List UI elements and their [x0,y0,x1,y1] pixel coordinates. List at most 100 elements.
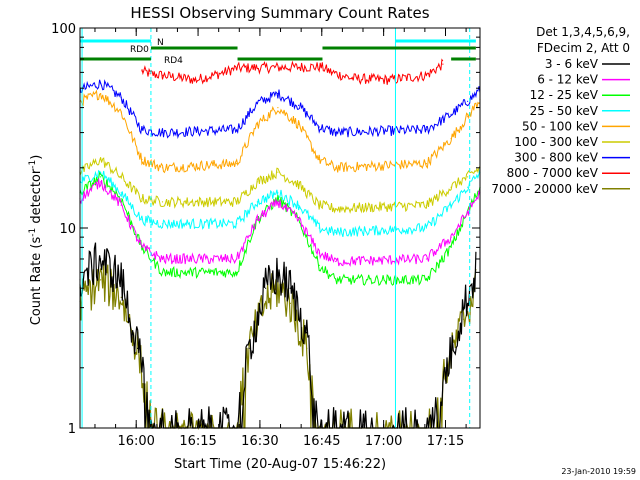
footer-timestamp: 23-Jan-2010 19:59 [561,467,636,476]
data-point-25-50-kev-9 [318,227,320,229]
data-point-50-100-kev-11 [425,163,427,165]
data-point-800-7000-kev-3 [194,79,197,81]
series-line-50-100-kev [79,89,481,174]
series-300-800-kev [79,79,481,139]
data-point-6-12-kev-3 [141,246,143,248]
legend-label: 25 - 50 keV [530,104,599,118]
data-point-300-800-kev-1 [100,82,102,84]
legend-entry-50-100-kev: 50 - 100 keV [522,119,630,133]
data-point-800-7000-kev-9 [388,79,390,81]
status-label-rd4: RD4 [164,56,183,66]
data-point-800-7000-kev-7 [330,71,333,73]
legend-entry-6-12-kev: 6 - 12 keV [537,73,630,87]
data-point-800-7000-kev-10 [425,74,427,76]
data-point-7000-20000-kev-7 [265,300,267,302]
data-point-50-100-kev-13 [467,116,469,118]
data-point-300-800-kev-3 [141,129,143,131]
series-line-300-800-kev [79,79,481,139]
data-point-6-12-kev-10 [335,260,337,263]
legend-entry-7000-20000-kev: 7000 - 20000 keV [491,182,630,196]
data-point-3-6-kev-9 [289,287,291,289]
data-point-12-25-kev-5 [236,271,238,273]
series-line-100-300-kev [79,157,481,214]
data-point-12-25-kev-9 [318,264,320,266]
data-point-300-800-kev-12 [450,113,452,115]
data-point-12-25-kev-7 [277,198,279,200]
data-point-6-12-kev-7 [277,201,279,203]
data-point-12-25-kev-2 [120,198,122,200]
data-point-100-300-kev-10 [335,208,337,210]
legend: Det 1,3,4,5,6,9, FDecim 2, Att 0 3 - 6 k… [491,25,630,196]
data-point-100-300-kev-1 [100,158,102,161]
data-point-300-800-kev-4 [161,132,164,134]
status-bar-n: N [80,38,476,48]
data-point-25-50-kev-5 [236,223,238,225]
legend-entry-300-800-kev: 300 - 800 keV [514,151,630,165]
y-axis-label-sup1: -1 [28,228,38,237]
data-point-50-100-kev-2 [120,111,122,113]
series-line-800-7000-kev [141,58,444,86]
data-point-3-6-kev-8 [277,274,279,276]
data-point-3-6-kev-3 [137,347,139,349]
data-point-3-6-kev-14 [446,367,448,369]
data-point-50-100-kev-9 [318,158,320,161]
data-point-25-50-kev-11 [425,227,427,229]
legend-entry-100-300-kev: 100 - 300 keV [514,135,630,149]
data-point-3-6-kev-15 [462,307,465,309]
data-point-50-100-kev-4 [161,167,164,169]
data-point-50-100-kev-3 [141,158,143,161]
legend-entry-800-7000-kev: 800 - 7000 keV [507,166,630,180]
x-tick-label: 16:00 [117,434,154,449]
data-point-300-800-kev-11 [425,129,427,131]
y-axis-label-main: Count Rate (s [29,237,44,326]
data-point-800-7000-kev-11 [442,63,444,65]
data-point-25-50-kev-1 [100,171,102,173]
data-point-100-300-kev-13 [467,176,469,178]
data-point-100-300-kev-2 [120,176,122,178]
x-tick-label: 17:00 [365,434,402,449]
y-axis: 100 10 1 [51,22,480,437]
data-point-50-100-kev-7 [277,107,279,109]
legend-label: 800 - 7000 keV [507,166,599,180]
status-bar-rd0: RD0 [130,45,476,55]
chart-title: HESSI Observing Summary Count Rates [130,4,429,22]
data-point-25-50-kev-7 [277,192,279,194]
y-tick-label: 100 [51,22,76,37]
y-axis-label: Count Rate (s-1 detector-1) [28,155,44,326]
data-point-300-800-kev-2 [120,96,122,98]
data-point-6-12-kev-5 [236,258,238,260]
data-point-6-12-kev-6 [256,219,258,221]
legend-header-line-2: FDecim 2, Att 0 [537,41,630,55]
data-point-6-12-kev-11 [425,258,427,260]
legend-entry-3-6-kev: 3 - 6 keV [545,57,630,71]
y-axis-label-mid: detector [29,168,44,228]
data-point-25-50-kev-6 [256,201,258,203]
series-800-7000-kev [141,58,444,86]
data-point-6-12-kev-12 [450,236,452,238]
data-point-6-12-kev-8 [298,219,300,221]
legend-entry-25-50-kev: 25 - 50 keV [530,104,630,118]
data-point-6-12-kev-13 [467,211,469,213]
data-point-800-7000-kev-1 [149,73,151,75]
x-tick-label: 17:15 [427,434,464,449]
data-point-7000-20000-kev-9 [289,302,291,304]
data-point-50-100-kev-8 [298,123,300,125]
data-point-300-800-kev-10 [335,132,337,134]
data-point-7000-20000-kev-8 [277,287,279,289]
legend-label: 300 - 800 keV [514,151,598,165]
data-point-3-6-kev-6 [248,347,250,349]
x-axis-label: Start Time (20-Aug-07 15:46:22) [174,457,386,472]
data-point-800-7000-kev-8 [351,77,353,79]
data-point-6-12-kev-4 [161,258,164,260]
data-point-3-6-kev-2 [120,279,122,281]
data-point-12-25-kev-10 [335,279,337,281]
x-tick-label: 16:45 [303,434,340,449]
data-point-6-12-kev-1 [100,181,102,183]
data-point-50-100-kev-6 [256,123,258,125]
data-point-100-300-kev-11 [425,204,427,206]
legend-label: 12 - 25 keV [530,88,599,102]
data-point-3-6-kev-1 [100,258,102,260]
data-point-3-6-kev-10 [306,332,308,334]
data-point-300-800-kev-7 [277,93,279,95]
